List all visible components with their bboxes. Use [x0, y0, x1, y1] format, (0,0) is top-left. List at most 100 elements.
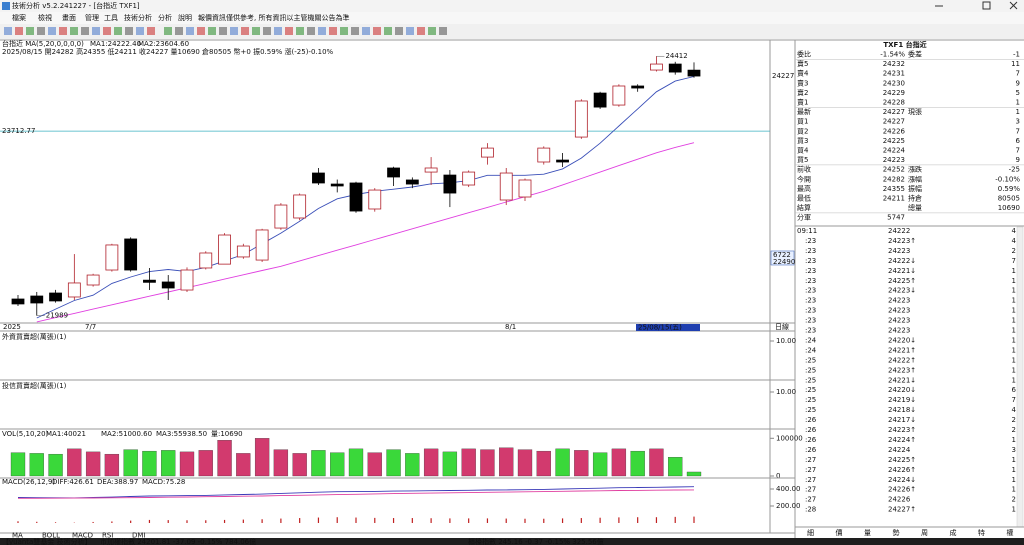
toolbar-button[interactable] — [351, 27, 359, 35]
toolbar-button[interactable] — [296, 27, 304, 35]
toolbar-button[interactable] — [241, 27, 249, 35]
menu-item[interactable]: 分析 — [158, 13, 172, 22]
toolbar-button[interactable] — [103, 27, 111, 35]
toolbar-button[interactable] — [395, 27, 403, 35]
indicator-tab[interactable]: BOLL — [42, 532, 60, 540]
side-tab[interactable]: 周 — [921, 529, 928, 537]
macd-bar — [205, 520, 207, 523]
quote-label: 委比 — [797, 50, 811, 59]
window-controls[interactable] — [935, 1, 1018, 10]
tick-price: 24226↑ — [888, 466, 916, 474]
toolbar-button[interactable] — [318, 27, 326, 35]
toolbar-button[interactable] — [219, 27, 227, 35]
indicator-tab[interactable]: DMI — [132, 532, 146, 540]
tick-price: 24222 — [888, 227, 910, 235]
indicator-tab[interactable]: RSI — [102, 532, 113, 540]
menu-item[interactable]: 檢視 — [38, 13, 52, 22]
indicator-tab[interactable]: MA — [12, 532, 23, 540]
toolbar-button[interactable] — [175, 27, 183, 35]
tick-volume: 3 — [1012, 446, 1016, 454]
toolbar-button[interactable] — [307, 27, 315, 35]
panel-title: VOL(5,10,20) — [2, 430, 49, 438]
toolbar-button[interactable] — [147, 27, 155, 35]
toolbar-button[interactable] — [274, 27, 282, 35]
volume-bar — [574, 450, 589, 477]
toolbar-button[interactable] — [4, 27, 12, 35]
tick-time: :23 — [805, 257, 816, 265]
toolbar-button[interactable] — [48, 27, 56, 35]
candle-body — [518, 179, 532, 198]
close[interactable] — [1009, 1, 1018, 10]
tick-price: 24225↑ — [888, 277, 916, 285]
volume-bar — [668, 456, 683, 477]
candle-body — [11, 298, 25, 305]
cursor-volume: 6722 — [773, 251, 791, 259]
candle-body — [593, 92, 607, 108]
menu-item[interactable]: 技術分析 — [124, 13, 152, 22]
macd-bar — [543, 518, 545, 523]
toolbar-button[interactable] — [81, 27, 89, 35]
toolbar-button[interactable] — [92, 27, 100, 35]
toolbar-button[interactable] — [26, 27, 34, 35]
toolbar-button[interactable] — [428, 27, 436, 35]
volume-bar — [330, 452, 345, 477]
side-tab[interactable]: 價 — [836, 528, 843, 537]
panel-title: MACD(26,12,9) — [2, 478, 55, 486]
toolbar-button[interactable] — [285, 27, 293, 35]
tick-volume: 1 — [1012, 456, 1016, 464]
toolbar-button[interactable] — [439, 27, 447, 35]
macd-bar — [580, 518, 582, 523]
menu-item[interactable]: 管理 — [85, 13, 99, 22]
toolbar-button[interactable] — [197, 27, 205, 35]
toolbar-button[interactable] — [340, 27, 348, 35]
toolbar-button[interactable] — [114, 27, 122, 35]
toolbar-button[interactable] — [263, 27, 271, 35]
tick-time: :27 — [805, 466, 816, 474]
side-tab[interactable]: 量 — [864, 529, 871, 537]
tick-price: 24224↑ — [888, 436, 916, 444]
maximize[interactable] — [982, 1, 991, 10]
toolbar-button[interactable] — [125, 27, 133, 35]
tick-time: :25 — [805, 396, 816, 404]
macd-bar — [186, 520, 188, 523]
candle-body — [424, 167, 438, 173]
quote-value: -1.54% — [880, 51, 905, 59]
toolbar-button[interactable] — [384, 27, 392, 35]
tick-price: 24220↓ — [888, 386, 916, 394]
toolbar-button[interactable] — [406, 27, 414, 35]
side-tab[interactable]: 特 — [978, 528, 985, 537]
quote-qty: 7 — [1016, 147, 1020, 155]
toolbar-button[interactable] — [136, 27, 144, 35]
toolbar-button[interactable] — [164, 27, 172, 35]
volume-bar — [386, 449, 401, 477]
tick-time: :23 — [805, 247, 816, 255]
tick-price: 24226↑ — [888, 486, 916, 494]
toolbar-button[interactable] — [417, 27, 425, 35]
toolbar-button[interactable] — [59, 27, 67, 35]
side-tab[interactable]: 權 — [1007, 528, 1014, 537]
tick-time: 09:11 — [797, 227, 817, 235]
menu-item[interactable]: 檔案 — [12, 13, 26, 22]
toolbar-button[interactable] — [37, 27, 45, 35]
candle-body — [293, 194, 307, 219]
toolbar-button[interactable] — [208, 27, 216, 35]
macd-bar — [167, 520, 169, 523]
tick-price: 24222↑ — [888, 356, 916, 364]
menu-item[interactable]: 畫面 — [62, 13, 76, 22]
toolbar-button[interactable] — [186, 27, 194, 35]
toolbar-button[interactable] — [15, 27, 23, 35]
indicator-tab[interactable]: MACD — [72, 532, 93, 540]
menu-item[interactable]: 說明 — [178, 13, 192, 22]
toolbar-button[interactable] — [362, 27, 370, 35]
side-tab[interactable]: 勢 — [893, 528, 900, 537]
status-text: 【yuanta雙基金 技術分析】 — [2, 537, 92, 545]
toolbar-button[interactable] — [373, 27, 381, 35]
toolbar-button[interactable] — [329, 27, 337, 35]
side-tab[interactable]: 成 — [950, 528, 957, 537]
toolbar-button[interactable] — [252, 27, 260, 35]
toolbar-button[interactable] — [230, 27, 238, 35]
side-tab[interactable]: 細 — [807, 528, 814, 537]
menu-item[interactable]: 工具 — [104, 14, 118, 22]
toolbar-button[interactable] — [70, 27, 78, 35]
